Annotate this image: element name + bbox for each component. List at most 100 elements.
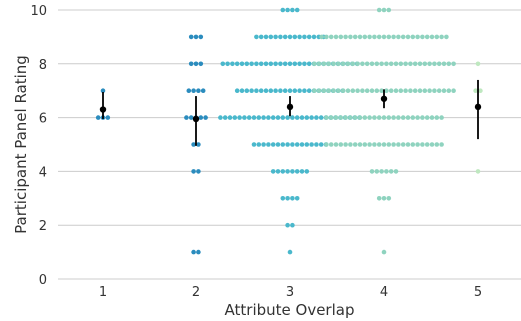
data-point (319, 34, 324, 40)
data-point (386, 7, 392, 13)
data-point (193, 34, 199, 40)
data-point (290, 169, 295, 174)
data-point (379, 88, 384, 93)
data-point (381, 34, 387, 40)
data-point (261, 115, 266, 120)
data-point (410, 115, 416, 120)
data-point (280, 115, 286, 120)
data-point (381, 249, 387, 255)
data-point (376, 115, 382, 120)
data-point (376, 142, 382, 147)
data-point (203, 115, 208, 120)
data-point (239, 88, 245, 93)
data-point (256, 142, 262, 147)
data-point (258, 88, 264, 93)
data-point (391, 142, 396, 147)
data-point (191, 169, 196, 174)
data-point (386, 34, 392, 40)
mean-marker (380, 95, 388, 102)
data-point (268, 88, 274, 93)
data-point (340, 88, 346, 93)
data-point (338, 115, 344, 120)
data-point (328, 142, 334, 147)
data-point (287, 249, 293, 255)
data-point (381, 142, 387, 147)
data-point (297, 34, 302, 40)
data-point (312, 61, 317, 67)
data-point (302, 88, 307, 93)
data-point (251, 115, 257, 120)
y-tick-label: 0 (39, 273, 47, 288)
data-point (391, 34, 396, 40)
data-point (297, 88, 302, 93)
data-point (280, 142, 286, 147)
data-point (374, 169, 380, 174)
data-point (396, 142, 401, 147)
data-point (273, 34, 278, 40)
data-point (417, 88, 423, 93)
data-point (379, 169, 384, 174)
data-point (105, 115, 111, 120)
data-point (343, 115, 348, 120)
data-point (391, 115, 396, 120)
data-point (388, 88, 394, 93)
data-point (340, 61, 346, 67)
data-point (292, 61, 298, 67)
data-point (410, 142, 416, 147)
data-point (439, 142, 444, 147)
mean-marker (99, 106, 107, 113)
data-point (432, 61, 437, 67)
data-point (200, 88, 206, 93)
data-point (249, 88, 254, 93)
mean-marker (474, 103, 482, 111)
data-point (436, 88, 442, 93)
data-point (357, 115, 363, 120)
data-point (227, 115, 233, 120)
data-point (232, 115, 238, 120)
data-point (446, 88, 452, 93)
x-tick-label: 4 (380, 285, 388, 300)
data-point (403, 88, 408, 93)
data-point (309, 142, 314, 147)
data-point (285, 196, 290, 201)
data-point (352, 115, 358, 120)
data-point (355, 61, 360, 67)
data-point (188, 61, 194, 67)
data-point (374, 61, 380, 67)
data-point (321, 88, 327, 93)
data-point (314, 115, 319, 120)
data-point (222, 115, 228, 120)
data-point (280, 169, 286, 174)
data-point (249, 61, 254, 67)
data-point (306, 61, 312, 67)
mean-markers (99, 79, 482, 146)
data-point (287, 34, 293, 40)
data-point (316, 61, 322, 67)
data-point (258, 34, 264, 40)
data-point (266, 142, 271, 147)
data-point (367, 34, 372, 40)
data-point (388, 61, 394, 67)
mean-marker (192, 115, 200, 123)
x-tick-label: 3 (286, 285, 294, 300)
data-point (294, 115, 300, 120)
data-point (420, 34, 425, 40)
data-point (299, 169, 305, 174)
data-point (237, 115, 242, 120)
swarm-points (95, 7, 483, 255)
data-point (441, 88, 447, 93)
data-point (386, 196, 392, 201)
data-point (355, 88, 360, 93)
data-point (278, 34, 283, 40)
data-point (230, 61, 235, 67)
data-point (261, 142, 266, 147)
data-point (350, 61, 356, 67)
data-point (285, 142, 290, 147)
data-point (244, 61, 250, 67)
data-point (393, 61, 399, 67)
data-point (415, 142, 420, 147)
data-point (393, 88, 399, 93)
data-point (244, 88, 250, 93)
data-point (405, 142, 411, 147)
data-point (333, 34, 339, 40)
